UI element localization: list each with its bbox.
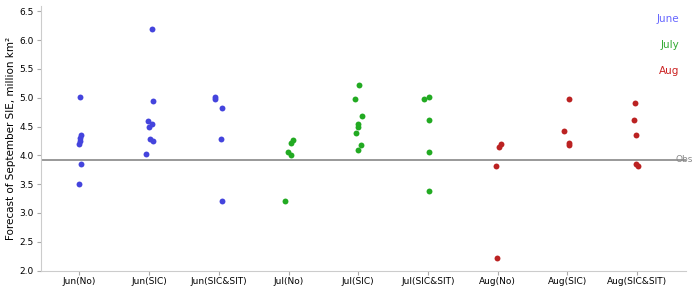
Text: Obs: Obs (676, 155, 693, 164)
Point (491, 256, 503, 260)
Point (629, 101, 641, 106)
Point (424, 117, 435, 122)
Point (424, 150, 435, 155)
Point (76, 133, 87, 138)
Point (564, 140, 575, 145)
Point (356, 114, 368, 119)
Text: Aug: Aug (659, 67, 680, 77)
Point (146, 121, 157, 126)
Point (424, 189, 435, 193)
Point (148, 98, 159, 103)
Point (351, 131, 362, 136)
Point (140, 152, 151, 157)
Point (354, 83, 365, 87)
Point (147, 139, 158, 143)
Point (355, 142, 366, 147)
Point (216, 137, 227, 142)
Point (147, 26, 158, 31)
Point (564, 142, 575, 147)
Point (491, 163, 502, 168)
Point (74, 139, 85, 143)
Point (352, 124, 363, 129)
Point (352, 147, 363, 152)
Point (287, 138, 298, 142)
Point (630, 133, 641, 138)
Point (143, 119, 154, 123)
Point (210, 95, 221, 100)
Point (216, 106, 228, 110)
Point (494, 145, 505, 150)
Point (280, 199, 291, 204)
Point (630, 161, 641, 166)
Point (73, 141, 84, 146)
Point (283, 150, 294, 155)
Point (564, 97, 575, 101)
Y-axis label: Forecast of September SIE, million km²: Forecast of September SIE, million km² (6, 36, 15, 240)
Text: July: July (661, 40, 680, 50)
Point (75, 136, 86, 140)
Point (558, 129, 569, 133)
Point (144, 137, 155, 142)
Point (629, 117, 640, 122)
Point (496, 141, 507, 146)
Point (74, 182, 85, 186)
Point (419, 97, 430, 101)
Point (144, 124, 155, 129)
Point (74, 95, 85, 100)
Point (209, 97, 220, 101)
Point (353, 121, 364, 126)
Point (632, 163, 643, 168)
Point (286, 140, 297, 145)
Point (216, 199, 228, 204)
Point (75, 161, 86, 166)
Point (286, 153, 297, 158)
Point (349, 97, 360, 102)
Text: June: June (657, 13, 680, 23)
Point (423, 94, 434, 99)
